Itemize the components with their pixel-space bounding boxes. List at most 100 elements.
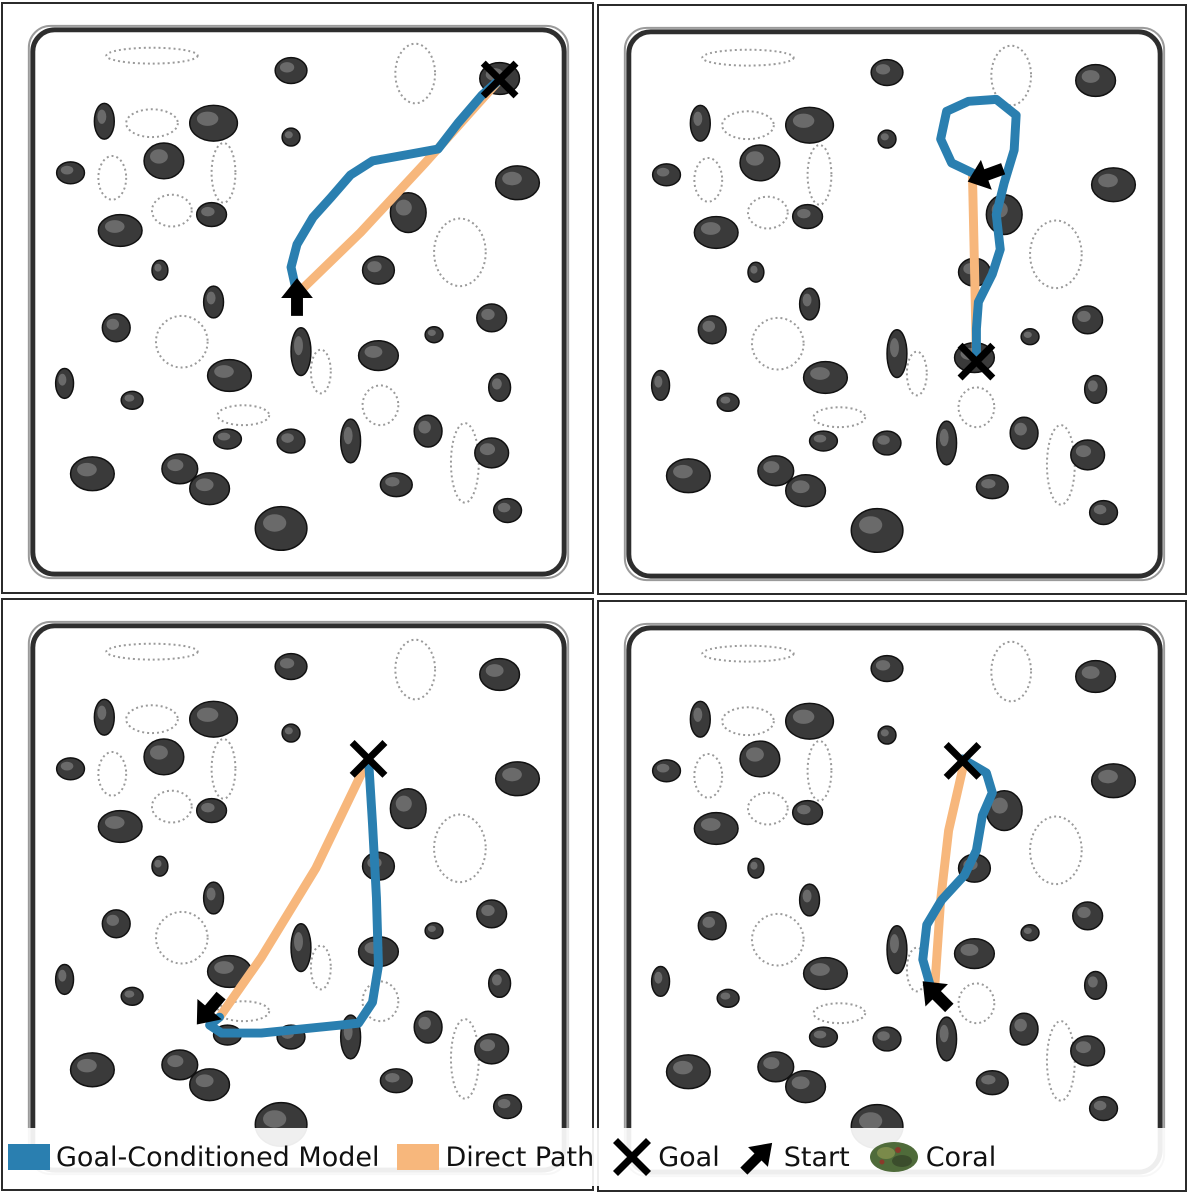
sparse-coral-patch [154, 910, 209, 965]
sparse-coral-patch [746, 791, 789, 826]
coral-rock-highlight [217, 432, 231, 441]
coral-rock-highlight [1077, 310, 1091, 322]
arena-map [623, 622, 1166, 1178]
coral-field [650, 44, 1137, 554]
sparse-coral-patch [957, 982, 996, 1025]
legend: Goal-Conditioned Model Direct Path Goal … [8, 1128, 1180, 1186]
sparse-coral-patch [125, 108, 179, 139]
coral-rock-highlight [890, 934, 899, 954]
coral-rock-highlight [284, 131, 293, 139]
coral-rock-highlight [150, 745, 168, 760]
coral-rock-highlight [791, 1076, 810, 1090]
coral-rock-highlight [939, 1024, 949, 1043]
coral-rock-highlight [656, 763, 670, 773]
coral-rock-highlight [281, 433, 294, 443]
coral-rock-highlight [1081, 70, 1100, 83]
coral-rock-highlight [1093, 504, 1107, 515]
legend-label-model: Goal-Conditioned Model [56, 1141, 380, 1173]
coral-rock-highlight [875, 64, 891, 75]
arena-boundary [626, 29, 1163, 579]
coral-rock-highlight [97, 109, 107, 124]
legend-label-start: Start [783, 1141, 850, 1173]
coral-rock-highlight [875, 660, 891, 671]
sparse-coral-patch [97, 154, 128, 201]
coral-rock-highlight [294, 336, 303, 356]
sparse-coral-patch [990, 44, 1033, 107]
coral-rock-highlight [877, 435, 890, 445]
sparse-coral-patch [394, 638, 437, 701]
coral-rock-highlight [58, 373, 67, 386]
coral-rock-highlight [750, 265, 758, 274]
coral-rock-highlight [859, 1112, 883, 1130]
sparse-coral-patch [701, 644, 795, 663]
sparse-coral-patch [693, 156, 724, 203]
coral-rock-highlight [479, 1039, 496, 1052]
coral-rock-highlight [214, 365, 234, 378]
coral-rock-highlight [77, 1058, 97, 1073]
legend-item-goal: Goal [612, 1137, 720, 1177]
coral-rock-highlight [673, 464, 693, 479]
start-marker-icon [281, 278, 313, 316]
coral-rock-highlight [792, 113, 815, 128]
start-marker-icon [922, 981, 954, 1013]
sparse-coral-patch [105, 46, 199, 65]
coral-rock-highlight [890, 338, 899, 358]
goal-marker-icon [943, 742, 982, 780]
coral-rock-highlight [810, 963, 830, 976]
coral-rock-highlight [60, 165, 74, 175]
coral-rock-highlight [427, 329, 436, 336]
coral-rock-highlight [206, 887, 216, 901]
direct-path-line [930, 756, 969, 992]
sparse-coral-patch [750, 316, 805, 371]
coral-rock-highlight [693, 111, 703, 126]
coral-rock-highlight [700, 222, 721, 235]
coral-field [54, 42, 541, 552]
coral-rock-highlight [263, 1110, 287, 1128]
sparse-coral-patch [125, 704, 179, 735]
coral-rock-highlight [427, 925, 436, 932]
sparse-coral-patch [957, 386, 996, 429]
sparse-coral-patch [216, 404, 271, 427]
sparse-coral-patch [361, 980, 400, 1023]
direct-swatch [397, 1144, 440, 1170]
coral-rock-highlight [792, 709, 815, 724]
sparse-coral-patch [806, 740, 833, 802]
coral-rock-highlight [802, 293, 812, 307]
coral-field [650, 640, 1137, 1150]
coral-rock-highlight [702, 320, 716, 332]
coral-rock-highlight [491, 378, 502, 390]
map-panel-bottom-left [1, 598, 594, 1191]
coral-rock-highlight [77, 462, 97, 477]
arena-wall [623, 26, 1166, 582]
sparse-coral-patch [693, 752, 724, 799]
coral-rock-highlight [395, 795, 412, 812]
coral-rock-highlight [1014, 1018, 1027, 1032]
coral-rock-highlight [981, 1074, 996, 1085]
coral-rock-highlight [150, 149, 168, 164]
sparse-coral-patch [746, 195, 789, 230]
sparse-coral-patch [309, 348, 332, 395]
coral-rock-highlight [991, 797, 1008, 814]
coral-rock-highlight [263, 514, 287, 532]
coral-rock-highlight [284, 727, 293, 735]
coral-rock-highlight [201, 206, 215, 217]
sparse-coral-patch [449, 1018, 480, 1100]
coral-rock-highlight [60, 761, 74, 771]
arena-wall [27, 24, 570, 580]
sparse-coral-patch [449, 422, 480, 504]
coral-rock-highlight [479, 443, 496, 456]
arena-boundary-shadow [27, 24, 570, 580]
coral-rock-highlight [791, 480, 810, 494]
coral-rock-highlight [104, 816, 125, 829]
sparse-coral-patch [905, 350, 928, 397]
sparse-coral-patch [210, 142, 237, 204]
map-panel-top-left [1, 2, 594, 594]
arena-map [27, 24, 570, 580]
sparse-coral-patch [105, 642, 199, 661]
model-path-line [286, 75, 505, 299]
legend-item-start: Start [738, 1137, 850, 1177]
coral-rock-highlight [1087, 380, 1098, 392]
coral-rock-highlight [279, 62, 295, 73]
coral-rock-highlight [1093, 1100, 1107, 1111]
legend-label-direct: Direct Path [445, 1141, 595, 1173]
